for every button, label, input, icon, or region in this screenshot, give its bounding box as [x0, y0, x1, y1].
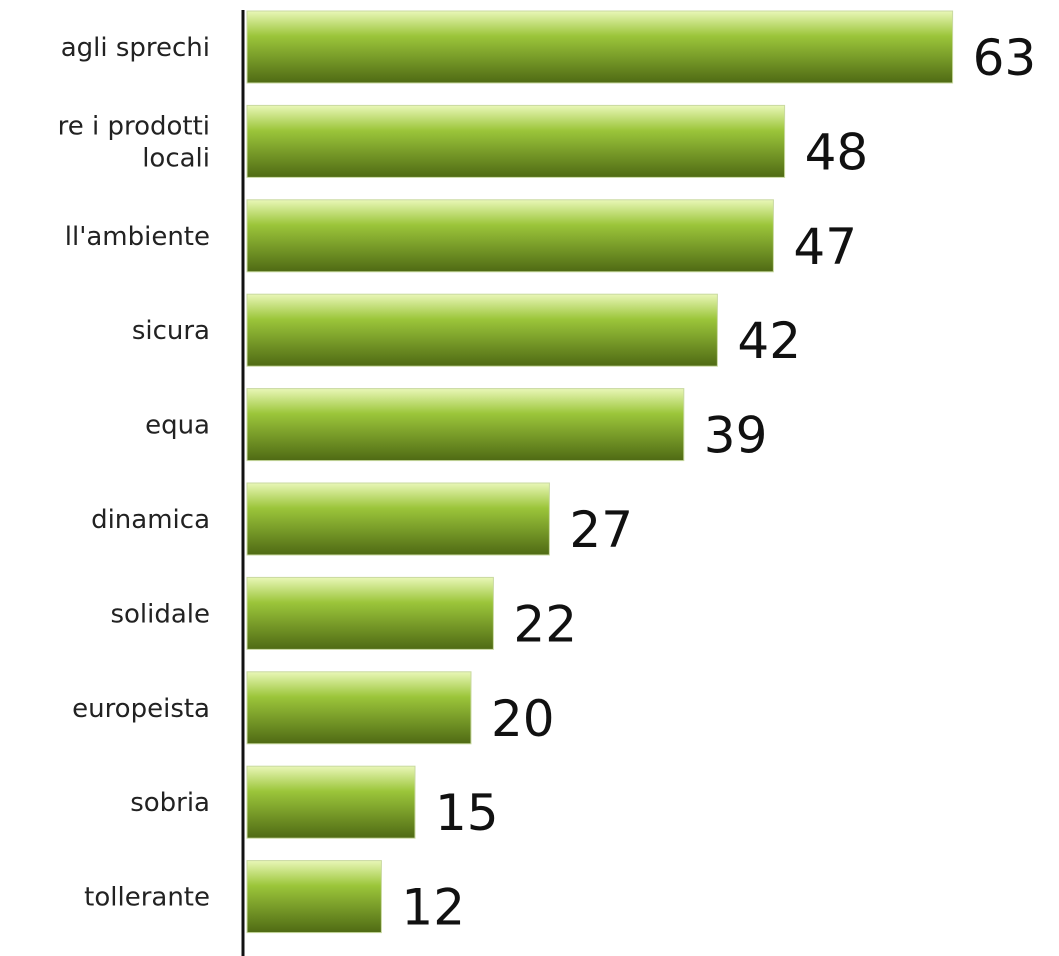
category-label-line: agli sprechi — [61, 33, 210, 63]
bar — [246, 104, 786, 178]
category-label-line: ll'ambiente — [65, 222, 210, 252]
value-label: 12 — [401, 879, 465, 937]
bar — [246, 199, 774, 273]
category-label: tollerante — [84, 883, 210, 913]
category-label: solidale — [110, 599, 210, 629]
category-label: agli sprechi — [61, 33, 210, 63]
category-label: re i prodotti locali — [58, 111, 210, 173]
category-label: dinamica — [91, 505, 210, 535]
value-label: 42 — [737, 312, 801, 370]
value-label: 20 — [491, 690, 555, 748]
category-label: ll'ambiente — [65, 222, 210, 252]
category-label-line: tollerante — [84, 883, 210, 913]
value-label: 63 — [973, 29, 1037, 87]
category-label-line: sobria — [130, 788, 210, 818]
category-label-line: solidale — [110, 599, 210, 629]
bar — [246, 293, 718, 367]
bar — [246, 765, 416, 839]
value-label: 39 — [704, 407, 768, 465]
bar — [246, 10, 954, 84]
category-label-line: re i prodotti — [58, 111, 210, 141]
bar — [246, 860, 382, 934]
value-label: 15 — [435, 784, 499, 842]
value-label: 22 — [513, 595, 577, 653]
category-label-line: equa — [145, 411, 210, 441]
category-label-line: europeista — [72, 694, 210, 724]
bar — [246, 388, 685, 462]
value-label: 47 — [793, 218, 857, 276]
category-label-line: locali — [142, 143, 210, 173]
bar — [246, 482, 550, 556]
category-label: europeista — [72, 694, 210, 724]
category-label-line: dinamica — [91, 505, 210, 535]
category-label-line: sicura — [132, 316, 210, 346]
value-label: 48 — [805, 123, 869, 181]
value-label: 27 — [569, 501, 633, 559]
bar — [246, 671, 472, 745]
category-label: equa — [145, 411, 210, 441]
category-label: sicura — [132, 316, 210, 346]
bar — [246, 576, 494, 650]
category-label: sobria — [130, 788, 210, 818]
